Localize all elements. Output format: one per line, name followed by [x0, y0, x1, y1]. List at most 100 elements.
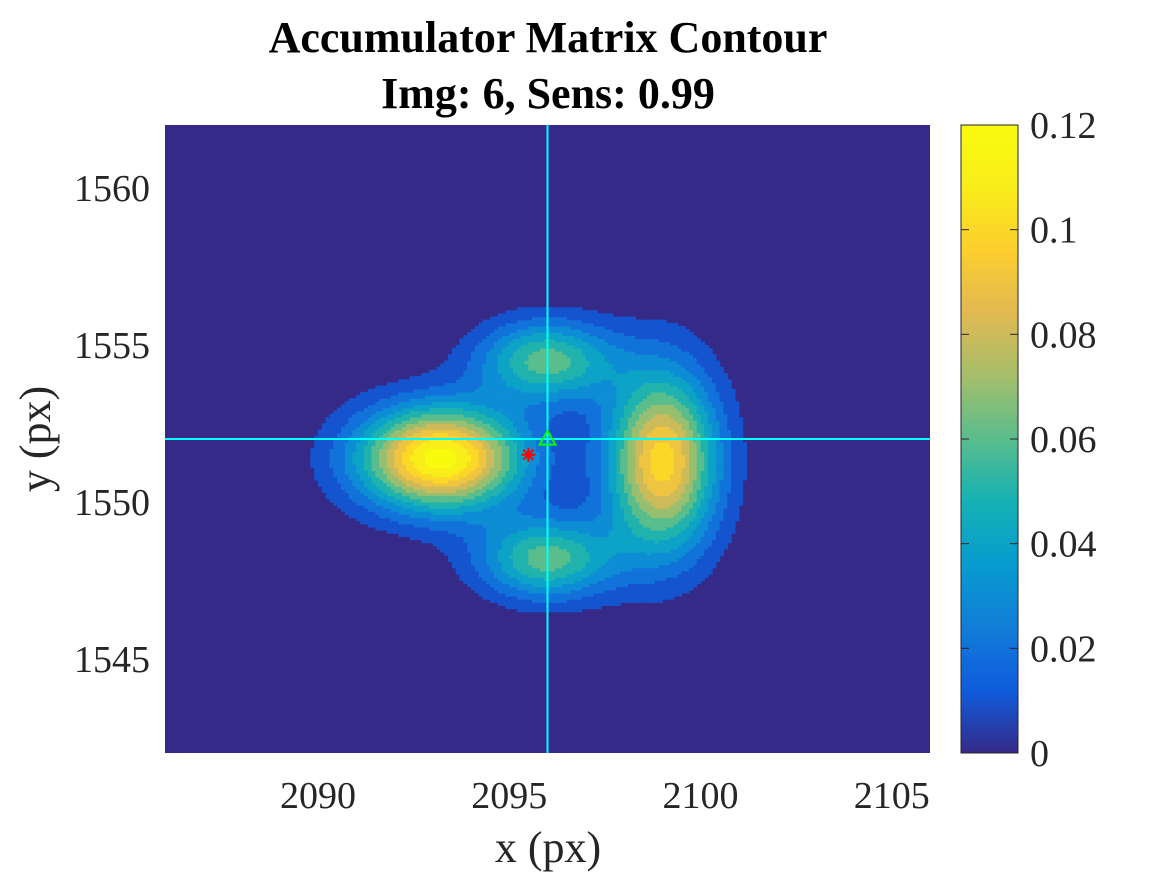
contour-cell	[398, 482, 403, 487]
contour-cell	[528, 373, 533, 377]
contour-cell	[386, 476, 392, 481]
contour-cell	[459, 489, 464, 493]
contour-cell	[405, 385, 411, 390]
contour-cell	[551, 454, 556, 459]
contour-cell	[402, 432, 407, 437]
contour-cell	[459, 401, 464, 406]
contour-cell	[566, 602, 572, 607]
contour-cell	[539, 417, 545, 421]
contour-cell	[490, 489, 495, 493]
contour-cell	[520, 382, 526, 387]
contour-cell	[536, 347, 541, 352]
contour-cell	[555, 398, 560, 402]
contour-cell	[578, 501, 583, 506]
contour-cell	[501, 322, 507, 327]
contour-cell	[585, 451, 591, 456]
contour-cell	[386, 457, 392, 462]
contour-cell	[463, 341, 468, 346]
contour-cell	[394, 514, 399, 519]
contour-cell	[509, 360, 514, 365]
contour-cell	[578, 526, 583, 531]
contour-cell	[547, 589, 552, 594]
contour-cell	[436, 479, 441, 484]
contour-cell	[574, 602, 579, 607]
contour-cell	[524, 369, 529, 374]
contour-cell	[528, 329, 533, 333]
contour-cell	[379, 426, 384, 431]
contour-cell	[566, 489, 572, 493]
contour-cell	[524, 530, 529, 534]
contour-cell	[589, 357, 594, 362]
contour-cell	[501, 470, 507, 475]
contour-cell	[570, 580, 575, 585]
contour-cell	[482, 417, 487, 421]
contour-cell	[505, 401, 510, 406]
contour-cell	[539, 395, 545, 399]
contour-cell	[513, 325, 518, 330]
contour-cell	[325, 439, 331, 443]
contour-cell	[448, 413, 453, 418]
contour-cell	[547, 388, 552, 393]
contour-cell	[482, 586, 487, 591]
contour-cell	[581, 523, 587, 528]
contour-cell	[444, 498, 449, 503]
contour-cell	[520, 404, 526, 409]
contour-cell	[417, 504, 422, 509]
contour-cell	[501, 432, 507, 437]
contour-cell	[539, 561, 545, 566]
contour-cell	[570, 454, 575, 459]
contour-cell	[459, 448, 464, 453]
contour-cell	[581, 451, 587, 456]
contour-cell	[379, 445, 384, 450]
contour-cell	[578, 574, 583, 578]
contour-cell	[497, 313, 503, 318]
contour-cell	[532, 395, 537, 399]
contour-cell	[482, 592, 487, 597]
contour-cell	[459, 523, 464, 528]
contour-cell	[444, 495, 449, 500]
contour-cell	[513, 391, 518, 396]
contour-cell	[394, 448, 399, 453]
contour-cell	[463, 429, 468, 434]
contour-cell	[513, 316, 518, 321]
contour-cell	[532, 401, 537, 406]
contour-cell	[428, 536, 434, 541]
contour-cell	[383, 401, 388, 406]
contour-cell	[551, 432, 556, 437]
contour-cell	[509, 602, 514, 607]
contour-cell	[478, 417, 484, 421]
contour-cell	[478, 514, 484, 519]
contour-cell	[329, 451, 334, 456]
contour-cell	[478, 325, 484, 330]
contour-cell	[505, 555, 510, 559]
contour-cell	[417, 379, 422, 384]
contour-cell	[486, 423, 491, 428]
contour-cell	[543, 605, 549, 610]
contour-cell	[501, 442, 507, 446]
contour-cell	[459, 548, 464, 553]
contour-cell	[509, 520, 514, 525]
contour-cell	[589, 423, 594, 428]
contour-cell	[570, 354, 575, 358]
contour-cell	[524, 548, 529, 553]
contour-cell	[558, 423, 564, 428]
contour-cell	[428, 520, 434, 525]
contour-cell	[459, 501, 464, 506]
contour-cell	[513, 442, 518, 446]
contour-cell	[371, 454, 376, 459]
contour-cell	[402, 517, 407, 522]
contour-cell	[574, 385, 579, 390]
contour-cell	[467, 583, 472, 588]
contour-cell	[482, 539, 487, 544]
contour-cell	[352, 470, 357, 475]
contour-cell	[390, 413, 396, 418]
contour-cell	[581, 486, 587, 490]
contour-cell	[383, 479, 388, 484]
contour-cell	[398, 508, 403, 512]
contour-cell	[520, 476, 526, 481]
contour-cell	[513, 589, 518, 594]
contour-cell	[444, 536, 449, 541]
contour-cell	[340, 445, 346, 450]
contour-cell	[574, 486, 579, 490]
contour-cell	[581, 388, 587, 393]
